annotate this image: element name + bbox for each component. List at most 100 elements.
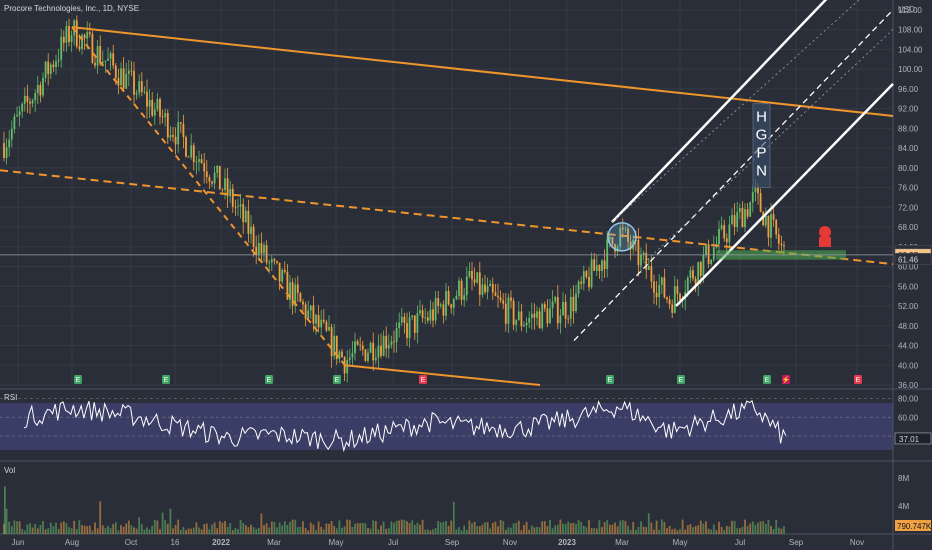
candle-body (463, 295, 466, 300)
volume-bar (156, 520, 159, 534)
candle-body (510, 297, 512, 301)
volume-bar (322, 529, 325, 534)
candle-body (559, 315, 562, 324)
candle-body (731, 215, 733, 225)
candle-body (192, 145, 195, 163)
volume-bar (307, 530, 310, 534)
volume-bar (68, 527, 70, 534)
volume-bar (138, 517, 141, 534)
event-marker-icon (74, 375, 82, 384)
candle-body (330, 327, 333, 357)
volume-bar (99, 501, 102, 534)
candle-body (130, 70, 133, 72)
price-tick-label: 52.00 (898, 302, 919, 311)
volume-bar (486, 522, 489, 534)
volume-bar (208, 529, 211, 534)
volume-bar (55, 522, 57, 534)
time-tick-label: Jul (388, 538, 398, 547)
candle-body (777, 234, 780, 244)
volume-bar (247, 527, 250, 534)
volume-bar (221, 522, 224, 534)
candle-body (62, 36, 65, 43)
volume-bar (640, 521, 642, 534)
volume-bar (257, 528, 260, 534)
volume-bar (460, 530, 463, 534)
volume-bar (419, 524, 421, 534)
rsi-tick-label: 80.00 (898, 394, 919, 403)
volume-bar (294, 519, 297, 534)
volume-bar (442, 522, 445, 534)
volume-bar (120, 525, 122, 534)
volume-bar (190, 528, 193, 534)
candle-body (286, 271, 289, 300)
candle-body (520, 311, 523, 327)
volume-bar (276, 527, 278, 534)
candle-body (382, 335, 385, 356)
time-tick-label: May (328, 538, 343, 547)
candle-body (359, 344, 362, 346)
volume-bar (439, 522, 442, 534)
volume-tick-label: 4M (898, 502, 909, 511)
volume-bar (572, 522, 575, 534)
candle-body (216, 165, 219, 173)
volume-bar (343, 526, 346, 534)
candle-body (523, 325, 525, 327)
volume-bar (23, 530, 26, 534)
candle-body (572, 296, 575, 312)
volume-badge-label: 790.747K (897, 522, 932, 531)
candle-body (47, 61, 50, 74)
candle-body (8, 139, 11, 148)
volume-bar (616, 526, 619, 534)
volume-bar (174, 525, 177, 534)
candle-body (122, 68, 125, 89)
candle-body (738, 208, 741, 213)
candle-body (107, 58, 109, 61)
volume-bar (49, 522, 52, 534)
volume-bar (364, 523, 367, 534)
candle-body (101, 61, 104, 64)
candle-body (460, 280, 463, 300)
candle-body (434, 298, 437, 321)
candle-body (679, 293, 681, 300)
volume-bar (554, 525, 557, 534)
event-marker-icon (265, 375, 273, 384)
volume-label: Vol (4, 466, 16, 475)
candle-body (741, 208, 744, 228)
trendline-dashed-middle (0, 169, 894, 266)
candle-body (213, 172, 216, 184)
candle-body (775, 219, 778, 235)
volume-bar (619, 520, 622, 534)
candle-body (512, 300, 515, 325)
volume-bar (75, 529, 78, 534)
volume-bar (601, 527, 603, 534)
candle-body (744, 209, 746, 228)
candle-body (182, 123, 185, 138)
candle-body (697, 262, 700, 285)
candle-body (421, 310, 424, 318)
candle-body (619, 227, 622, 247)
annotation-letter: P (756, 145, 766, 162)
volume-bar (341, 527, 343, 534)
candle-body (515, 319, 518, 325)
volume-bar (114, 522, 117, 534)
candle-body (692, 270, 694, 279)
volume-bar (369, 528, 372, 534)
volume-bar (244, 525, 247, 534)
volume-bar (361, 522, 364, 534)
volume-bar (764, 523, 767, 534)
candle-body (78, 46, 81, 49)
candle-body (257, 243, 260, 255)
volume-bar (380, 525, 382, 534)
channel-median (573, 9, 894, 342)
candle-body (252, 226, 255, 247)
volume-bar (179, 529, 182, 534)
candle-body (398, 322, 401, 329)
candle-body (455, 295, 458, 300)
candle-body (424, 317, 427, 319)
candle-body (68, 25, 70, 42)
volume-bar (650, 522, 653, 534)
candle-body (588, 276, 590, 288)
volume-bar (263, 525, 265, 534)
volume-bar (718, 521, 720, 534)
